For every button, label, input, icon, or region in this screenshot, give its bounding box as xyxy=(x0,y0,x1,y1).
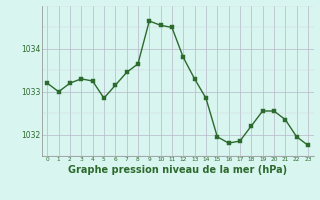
X-axis label: Graphe pression niveau de la mer (hPa): Graphe pression niveau de la mer (hPa) xyxy=(68,165,287,175)
